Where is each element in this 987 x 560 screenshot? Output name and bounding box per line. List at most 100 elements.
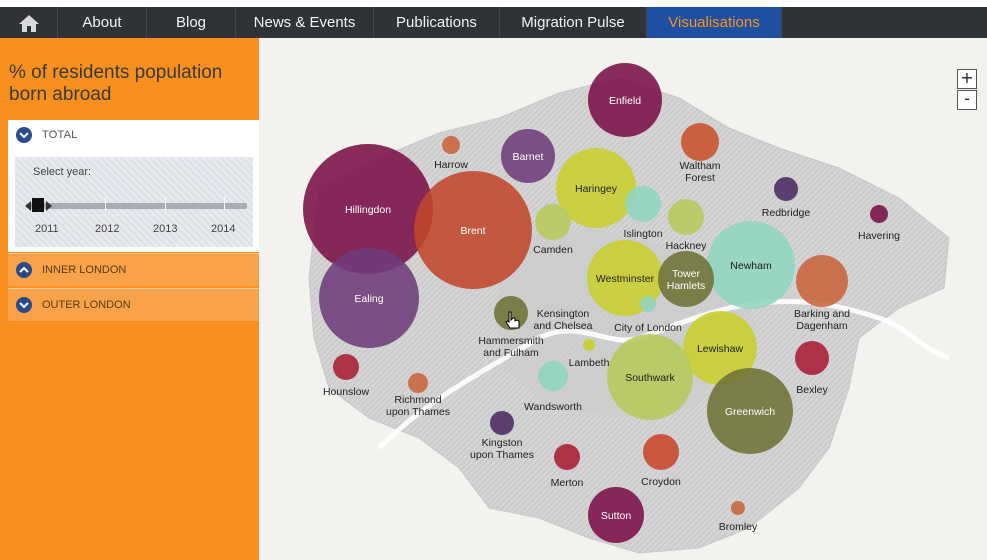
panel-title: % of residents population born abroad bbox=[9, 62, 223, 105]
borough-label: Lambeth bbox=[569, 357, 610, 369]
year-slider-track[interactable] bbox=[29, 203, 247, 209]
borough-label: Croydon bbox=[641, 476, 681, 488]
borough-bubble[interactable] bbox=[607, 334, 693, 420]
zoom-in-button[interactable]: + bbox=[957, 69, 977, 89]
borough-bubble[interactable] bbox=[796, 255, 848, 307]
borough-bubble[interactable] bbox=[501, 129, 555, 183]
chevron-up-icon bbox=[16, 262, 32, 278]
borough-label: Redbridge bbox=[762, 207, 811, 219]
borough-bubble[interactable] bbox=[643, 434, 679, 470]
borough-bubble[interactable] bbox=[658, 251, 714, 307]
borough-label: Greenwich bbox=[725, 406, 775, 418]
nav-visualisations[interactable]: Visualisations bbox=[647, 7, 782, 38]
nav-bar: About Blog News & Events Publications Mi… bbox=[0, 7, 987, 38]
year-slider-handle[interactable] bbox=[32, 198, 44, 212]
borough-bubble[interactable] bbox=[870, 205, 888, 223]
top-navigation: About Blog News & Events Publications Mi… bbox=[0, 0, 987, 38]
borough-label: Southwark bbox=[625, 372, 675, 384]
borough-label: Hounslow bbox=[323, 386, 370, 398]
borough-bubble[interactable] bbox=[414, 171, 532, 289]
chevron-down-icon bbox=[16, 127, 32, 143]
section-inner-london[interactable]: INNER LONDON bbox=[8, 253, 259, 286]
select-year-label: Select year: bbox=[33, 166, 92, 178]
nav-home-button[interactable] bbox=[0, 7, 58, 38]
borough-bubble[interactable] bbox=[707, 368, 793, 454]
zoom-out-button[interactable]: - bbox=[957, 90, 977, 110]
home-icon bbox=[18, 14, 39, 32]
borough-label: Richmond upon Thames bbox=[386, 394, 450, 418]
borough-label: Sutton bbox=[601, 510, 632, 522]
section-total-header[interactable]: TOTAL bbox=[8, 120, 259, 150]
borough-label: Harrow bbox=[434, 159, 468, 171]
borough-label: Newham bbox=[730, 260, 772, 272]
borough-label: Waltham Forest bbox=[679, 160, 720, 184]
year-tick-label[interactable]: 2011 bbox=[35, 223, 59, 235]
borough-bubble[interactable] bbox=[535, 204, 571, 240]
control-panel: % of residents population born abroad TO… bbox=[0, 38, 259, 560]
borough-label: Merton bbox=[551, 477, 584, 489]
london-bubble-map: Enfield Barnet Harrow Waltham Forest Haringey… bbox=[303, 63, 950, 554]
borough-label: Bromley bbox=[719, 521, 758, 533]
section-total: TOTAL Select year: 2011 2012 2013 2014 bbox=[8, 120, 259, 252]
nav-publications[interactable]: Publications bbox=[374, 7, 500, 38]
section-total-label: TOTAL bbox=[42, 129, 78, 141]
section-outer-label: OUTER LONDON bbox=[42, 299, 131, 311]
borough-label: Kingston upon Thames bbox=[470, 437, 534, 461]
slider-left-arrow-icon bbox=[25, 201, 31, 211]
borough-bubble[interactable] bbox=[333, 354, 359, 380]
borough-bubble[interactable] bbox=[707, 221, 795, 309]
nav-news-events[interactable]: News & Events bbox=[236, 7, 374, 38]
year-tick-label[interactable]: 2014 bbox=[211, 223, 236, 235]
nav-blog[interactable]: Blog bbox=[147, 7, 236, 38]
thames-river bbox=[377, 298, 950, 450]
borough-bubble[interactable] bbox=[303, 144, 433, 274]
borough-label: Ealing bbox=[354, 293, 383, 305]
borough-bubble[interactable] bbox=[640, 296, 656, 312]
borough-bubble[interactable] bbox=[795, 341, 829, 375]
borough-label: Bexley bbox=[796, 384, 828, 396]
borough-label: Hackney bbox=[666, 240, 708, 252]
bubbles-layer: Enfield Barnet Harrow Waltham Forest Haringey… bbox=[303, 63, 900, 543]
borough-bubble[interactable] bbox=[731, 501, 745, 515]
year-tick-label[interactable]: 2012 bbox=[95, 223, 120, 235]
nav-about[interactable]: About bbox=[58, 7, 147, 38]
slider-tick bbox=[224, 197, 225, 211]
borough-bubble[interactable] bbox=[319, 248, 419, 348]
borough-label: Brent bbox=[460, 225, 485, 237]
borough-label: Westminster bbox=[596, 273, 655, 285]
borough-bubble[interactable] bbox=[408, 373, 428, 393]
slider-right-arrow-icon bbox=[46, 201, 52, 211]
borough-label: Barnet bbox=[513, 151, 544, 163]
chevron-down-icon bbox=[16, 297, 32, 313]
section-inner-label: INNER LONDON bbox=[42, 264, 127, 276]
borough-bubble[interactable] bbox=[554, 444, 580, 470]
borough-bubble[interactable] bbox=[442, 136, 460, 154]
section-outer-london[interactable]: OUTER LONDON bbox=[8, 288, 259, 321]
borough-bubble[interactable] bbox=[588, 63, 662, 137]
year-tick-label[interactable]: 2013 bbox=[153, 223, 178, 235]
borough-bubble[interactable] bbox=[683, 311, 757, 385]
hand-cursor-icon bbox=[505, 311, 520, 329]
borough-label: Haringey bbox=[575, 183, 618, 195]
borough-label: Enfield bbox=[609, 95, 641, 107]
borough-bubble[interactable] bbox=[583, 339, 595, 351]
borough-label: Tower Hamlets bbox=[667, 268, 706, 292]
borough-bubble[interactable] bbox=[538, 361, 568, 391]
borough-bubble[interactable] bbox=[587, 240, 663, 316]
borough-label: Havering bbox=[858, 230, 900, 242]
slider-tick bbox=[105, 197, 106, 211]
borough-label: Hammersmith and Fulham bbox=[478, 335, 543, 359]
borough-label: Kensington and Chelsea bbox=[534, 308, 593, 332]
borough-label: Barking and Dagenham bbox=[794, 308, 850, 332]
borough-bubble[interactable] bbox=[588, 487, 644, 543]
borough-bubble[interactable] bbox=[556, 148, 636, 228]
borough-label: Hillingdon bbox=[345, 204, 391, 216]
borough-bubble[interactable] bbox=[490, 411, 514, 435]
borough-bubble[interactable] bbox=[668, 199, 704, 235]
borough-bubble[interactable] bbox=[625, 186, 661, 222]
nav-migration-pulse[interactable]: Migration Pulse bbox=[500, 7, 647, 38]
map-area[interactable]: Enfield Barnet Harrow Waltham Forest Haringey… bbox=[259, 38, 987, 560]
borough-label: Islington bbox=[623, 228, 662, 240]
borough-bubble[interactable] bbox=[681, 123, 719, 161]
borough-bubble[interactable] bbox=[774, 177, 798, 201]
